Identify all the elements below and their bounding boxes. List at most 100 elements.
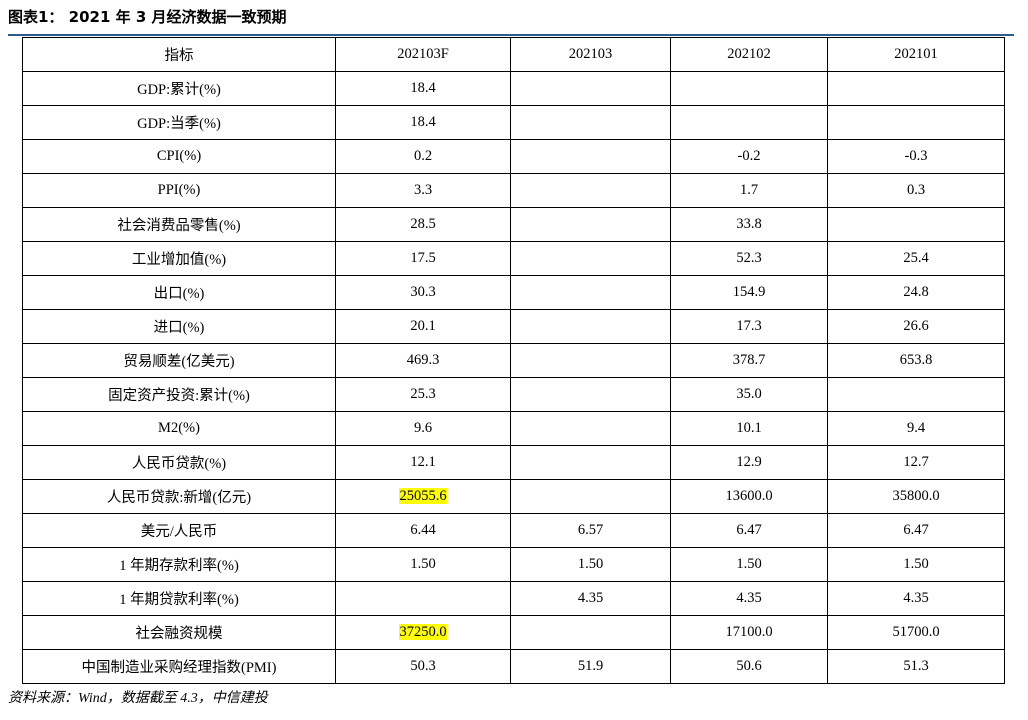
table-cell — [670, 105, 828, 140]
table-cell — [510, 615, 671, 650]
table-row: GDP:累计(%) 18.4 — [22, 71, 1005, 106]
cell-value: 1.7 — [739, 182, 759, 198]
table-cell: 20.1 — [335, 309, 511, 344]
table-cell: 9.4 — [827, 411, 1005, 446]
cell-value: 0.2 — [413, 148, 433, 164]
table-cell: 50.3 — [335, 649, 511, 684]
cell-value: 30.3 — [410, 284, 436, 300]
cell-value: 4.35 — [903, 590, 929, 606]
table-cell: 6.47 — [827, 513, 1005, 548]
table-cell: 25.3 — [335, 377, 511, 412]
table-cell — [510, 377, 671, 412]
cell-value: -0.3 — [904, 148, 928, 164]
cell-value: 17.3 — [736, 318, 762, 334]
table-row: 贸易顺差(亿美元) 469.3 378.7 653.8 — [22, 343, 1005, 378]
table-cell: 4.35 — [670, 581, 828, 616]
table-cell: 17100.0 — [670, 615, 828, 650]
column-header: 202103F — [335, 37, 511, 72]
table-cell — [510, 139, 671, 174]
table-header-row: 指标 202103F 202103 202102 202101 — [22, 37, 1005, 72]
cell-value: 25.3 — [410, 386, 436, 402]
table-cell: 51.3 — [827, 649, 1005, 684]
cell-value: 51.3 — [903, 658, 929, 674]
cell-value: 26.6 — [903, 318, 929, 334]
table-row: GDP:当季(%) 18.4 — [22, 105, 1005, 140]
table-cell — [670, 71, 828, 106]
table-row: 社会消费品零售(%) 28.5 33.8 — [22, 207, 1005, 242]
table-cell — [510, 275, 671, 310]
table-cell: 4.35 — [510, 581, 671, 616]
table-cell: 1.50 — [335, 547, 511, 582]
table-cell — [510, 207, 671, 242]
column-header: 202102 — [670, 37, 828, 72]
table-row: 美元/人民币 6.44 6.57 6.47 6.47 — [22, 513, 1005, 548]
cell-value: 18.4 — [410, 114, 436, 130]
table-cell — [510, 105, 671, 140]
cell-value: 10.1 — [736, 420, 762, 436]
row-label: 人民币贷款(%) — [22, 445, 336, 480]
cell-value: 12.7 — [903, 454, 929, 470]
cell-value: 1.50 — [577, 556, 604, 572]
table-cell: 378.7 — [670, 343, 828, 378]
cell-value: 1.50 — [410, 556, 436, 572]
table-cell: 18.4 — [335, 105, 511, 140]
table-cell — [510, 411, 671, 446]
table-cell: 24.8 — [827, 275, 1005, 310]
cell-value: 33.8 — [736, 216, 762, 232]
table-cell: 469.3 — [335, 343, 511, 378]
row-label: 贸易顺差(亿美元) — [22, 343, 336, 378]
table-cell: 0.2 — [335, 139, 511, 174]
table-cell: 13600.0 — [670, 479, 828, 514]
table-row: 进口(%) 20.1 17.3 26.6 — [22, 309, 1005, 344]
row-label: M2(%) — [22, 411, 336, 446]
table-row: 人民币贷款(%) 12.1 12.9 12.7 — [22, 445, 1005, 480]
table-row: 社会融资规模 37250.0 17100.0 51700.0 — [22, 615, 1005, 650]
row-label: 社会融资规模 — [22, 615, 336, 650]
cell-value: 18.4 — [410, 80, 436, 96]
title-rule — [8, 34, 1014, 36]
cell-value: 9.6 — [413, 420, 433, 436]
column-header: 指标 — [22, 37, 336, 72]
table-cell: 6.44 — [335, 513, 511, 548]
table-row: 工业增加值(%) 17.5 52.3 25.4 — [22, 241, 1005, 276]
cell-value: 154.9 — [732, 284, 766, 300]
cell-value: 13600.0 — [725, 488, 773, 504]
table-row: 1 年期贷款利率(%) 4.35 4.35 4.35 — [22, 581, 1005, 616]
row-label: PPI(%) — [22, 173, 336, 208]
cell-value: 4.35 — [577, 590, 604, 606]
table-cell: 35.0 — [670, 377, 828, 412]
table-cell: -0.2 — [670, 139, 828, 174]
table-cell: 51700.0 — [827, 615, 1005, 650]
row-label: 美元/人民币 — [22, 513, 336, 548]
cell-value: 1.50 — [903, 556, 929, 572]
row-label: CPI(%) — [22, 139, 336, 174]
table-cell: 12.9 — [670, 445, 828, 480]
cell-value: 20.1 — [410, 318, 436, 334]
table-row: 固定资产投资:累计(%) 25.3 35.0 — [22, 377, 1005, 412]
table-cell: 10.1 — [670, 411, 828, 446]
cell-value: 469.3 — [406, 352, 440, 368]
table-cell: 154.9 — [670, 275, 828, 310]
row-label: 1 年期贷款利率(%) — [22, 581, 336, 616]
table-cell: 33.8 — [670, 207, 828, 242]
table-row: 出口(%) 30.3 154.9 24.8 — [22, 275, 1005, 310]
row-label: 出口(%) — [22, 275, 336, 310]
table-cell — [827, 105, 1005, 140]
table-cell: 3.3 — [335, 173, 511, 208]
table-cell: 12.7 — [827, 445, 1005, 480]
source-note: 资料来源：Wind，数据截至 4.3，中信建投 — [8, 691, 268, 706]
table-cell: 6.47 — [670, 513, 828, 548]
cell-value: 35.0 — [736, 386, 762, 402]
table-cell: 51.9 — [510, 649, 671, 684]
cell-value: 12.1 — [410, 454, 436, 470]
table-cell — [510, 71, 671, 106]
row-label: 中国制造业采购经理指数(PMI) — [22, 649, 336, 684]
table-cell — [510, 173, 671, 208]
row-label: 1 年期存款利率(%) — [22, 547, 336, 582]
cell-value: 4.35 — [736, 590, 762, 606]
figure-title: 图表1： 2021 年 3 月经济数据一致预期 — [8, 8, 287, 26]
cell-value: 3.3 — [413, 182, 433, 198]
table-row: 1 年期存款利率(%) 1.50 1.50 1.50 1.50 — [22, 547, 1005, 582]
table-cell: 35800.0 — [827, 479, 1005, 514]
table-cell: 0.3 — [827, 173, 1005, 208]
